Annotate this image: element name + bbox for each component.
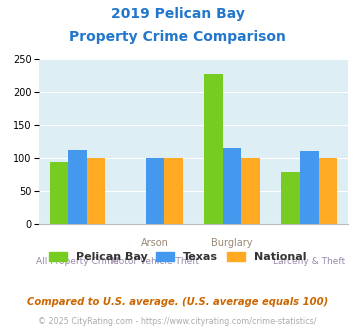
Bar xyxy=(318,158,337,224)
Text: All Property Crime: All Property Crime xyxy=(37,257,119,266)
Bar xyxy=(50,162,69,224)
Bar xyxy=(204,74,223,224)
Legend: Pelican Bay, Texas, National: Pelican Bay, Texas, National xyxy=(44,248,311,267)
Bar xyxy=(146,158,164,224)
Bar xyxy=(241,158,260,224)
Text: Larceny & Theft: Larceny & Theft xyxy=(273,257,345,266)
Bar xyxy=(87,158,105,224)
Bar xyxy=(223,148,241,224)
Bar xyxy=(282,172,300,224)
Text: Burglary: Burglary xyxy=(211,238,253,248)
Text: Motor Vehicle Theft: Motor Vehicle Theft xyxy=(111,257,199,266)
Bar xyxy=(164,158,183,224)
Bar xyxy=(69,150,87,224)
Text: Property Crime Comparison: Property Crime Comparison xyxy=(69,30,286,44)
Text: Arson: Arson xyxy=(141,238,169,248)
Bar xyxy=(300,151,318,224)
Text: Compared to U.S. average. (U.S. average equals 100): Compared to U.S. average. (U.S. average … xyxy=(27,297,328,307)
Text: 2019 Pelican Bay: 2019 Pelican Bay xyxy=(110,7,245,20)
Text: © 2025 CityRating.com - https://www.cityrating.com/crime-statistics/: © 2025 CityRating.com - https://www.city… xyxy=(38,317,317,326)
